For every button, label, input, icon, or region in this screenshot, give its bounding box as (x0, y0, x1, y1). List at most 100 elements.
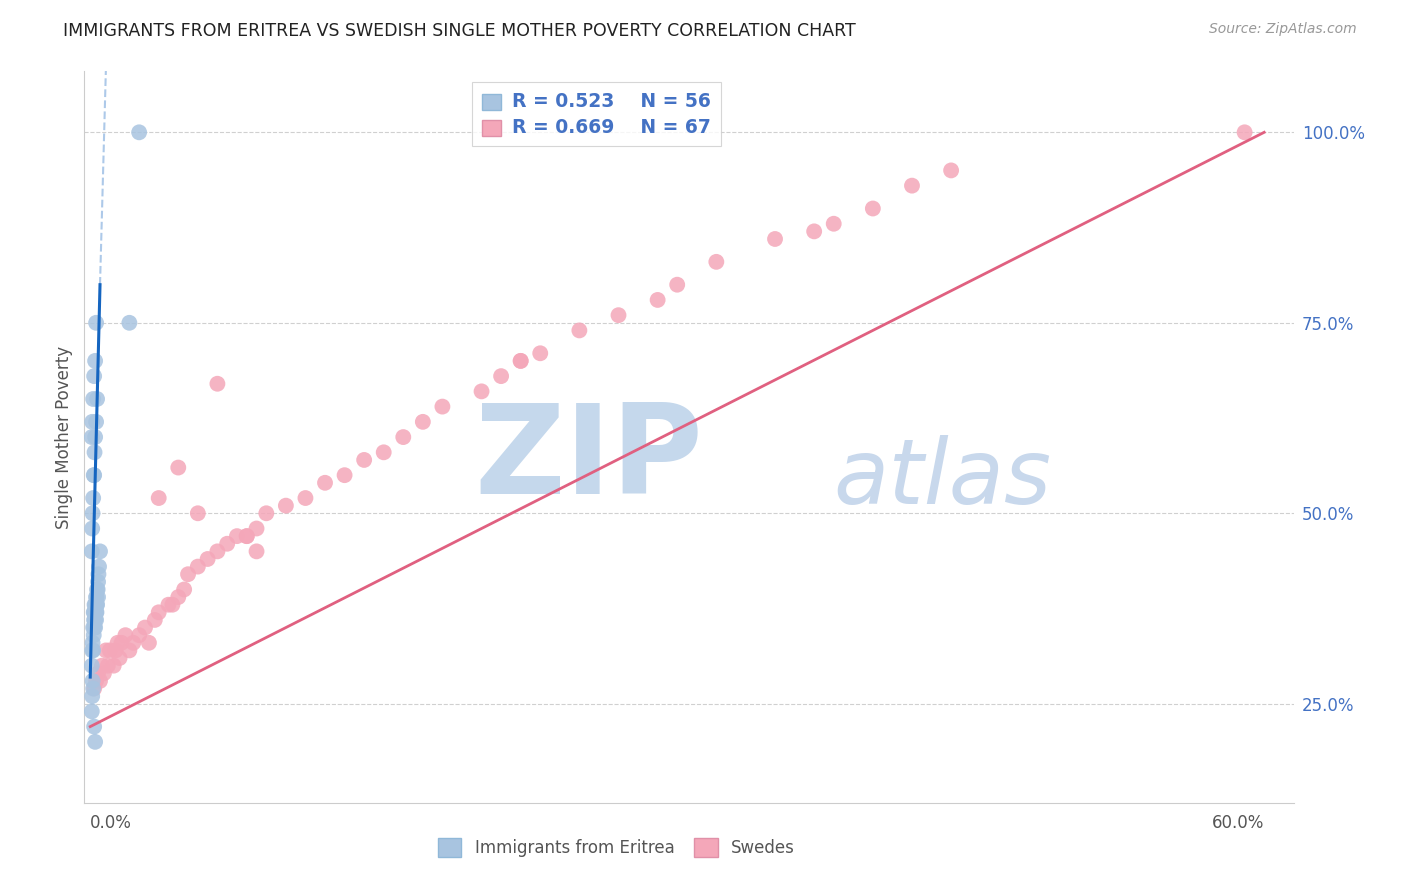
Point (294, 491, 316, 505)
Point (83, 598, 105, 612)
Point (353, 453, 375, 467)
Point (93, 666, 115, 681)
Text: Source: ZipAtlas.com: Source: ZipAtlas.com (1209, 22, 1357, 37)
Point (763, 232, 786, 246)
Point (236, 529, 259, 543)
Point (84, 621, 107, 635)
Point (80, 430, 103, 444)
Point (83, 613, 105, 627)
Text: atlas: atlas (834, 435, 1052, 523)
Point (373, 445, 395, 459)
Point (173, 582, 195, 597)
Point (83, 445, 105, 459)
Point (412, 415, 434, 429)
Point (82, 521, 104, 535)
Point (110, 636, 132, 650)
Point (80, 658, 103, 673)
Point (83, 613, 105, 627)
Point (84, 415, 107, 429)
Point (529, 346, 551, 360)
Point (84, 430, 107, 444)
Text: 60.0%: 60.0% (1212, 814, 1264, 832)
Point (314, 475, 336, 490)
Point (84, 673, 107, 688)
Point (87, 574, 110, 589)
Point (509, 354, 531, 368)
Point (86, 598, 108, 612)
Point (83, 681, 105, 696)
Point (82, 415, 104, 429)
Point (118, 316, 141, 330)
Point (187, 559, 209, 574)
Point (104, 643, 127, 657)
Point (83, 720, 105, 734)
Point (82, 673, 104, 688)
Point (86, 605, 108, 619)
Point (86, 590, 108, 604)
Point (98, 643, 121, 657)
Point (103, 658, 125, 673)
Point (245, 521, 267, 535)
Point (134, 621, 156, 635)
Point (432, 400, 454, 414)
Point (254, 506, 277, 520)
Point (83, 605, 105, 619)
Point (82, 643, 104, 657)
Legend: Immigrants from Eritrea, Swedes: Immigrants from Eritrea, Swedes (432, 831, 801, 864)
Point (83, 621, 105, 635)
Point (607, 308, 630, 322)
Point (187, 506, 209, 520)
Point (84, 605, 107, 619)
Point (97, 658, 120, 673)
Point (84, 354, 107, 368)
Point (162, 598, 184, 612)
Point (87, 559, 110, 574)
Point (82, 621, 104, 635)
Point (86, 392, 108, 406)
Point (647, 293, 669, 307)
Point (167, 590, 190, 604)
Point (274, 499, 297, 513)
Point (114, 628, 136, 642)
Point (470, 384, 492, 399)
Point (823, 217, 845, 231)
Point (143, 613, 166, 627)
Point (84, 613, 107, 627)
Point (84, 590, 107, 604)
Point (107, 636, 129, 650)
Point (226, 529, 249, 543)
Point (84, 605, 107, 619)
Point (901, 178, 924, 193)
Point (803, 224, 825, 238)
Point (82, 689, 104, 703)
Point (157, 598, 180, 612)
Point (84, 598, 107, 612)
Point (862, 202, 884, 216)
Point (207, 544, 229, 558)
Point (148, 605, 170, 619)
Point (82, 491, 104, 505)
Point (84, 316, 107, 330)
Point (86, 582, 108, 597)
Point (94, 643, 117, 657)
Point (82, 506, 104, 520)
Y-axis label: Single Mother Poverty: Single Mother Poverty (55, 345, 73, 529)
Text: IMMIGRANTS FROM ERITREA VS SWEDISH SINGLE MOTHER POVERTY CORRELATION CHART: IMMIGRANTS FROM ERITREA VS SWEDISH SINGL… (63, 22, 856, 40)
Point (138, 636, 160, 650)
Point (148, 491, 170, 505)
Point (1233, 125, 1256, 139)
Point (666, 277, 689, 292)
Point (83, 628, 105, 642)
Point (122, 636, 145, 650)
Point (84, 735, 107, 749)
Point (87, 567, 110, 582)
Point (84, 598, 107, 612)
Point (82, 392, 104, 406)
Point (83, 468, 105, 483)
Point (333, 468, 356, 483)
Point (489, 369, 512, 384)
Point (207, 376, 229, 391)
Point (939, 163, 962, 178)
Point (118, 643, 141, 657)
Point (83, 468, 105, 483)
